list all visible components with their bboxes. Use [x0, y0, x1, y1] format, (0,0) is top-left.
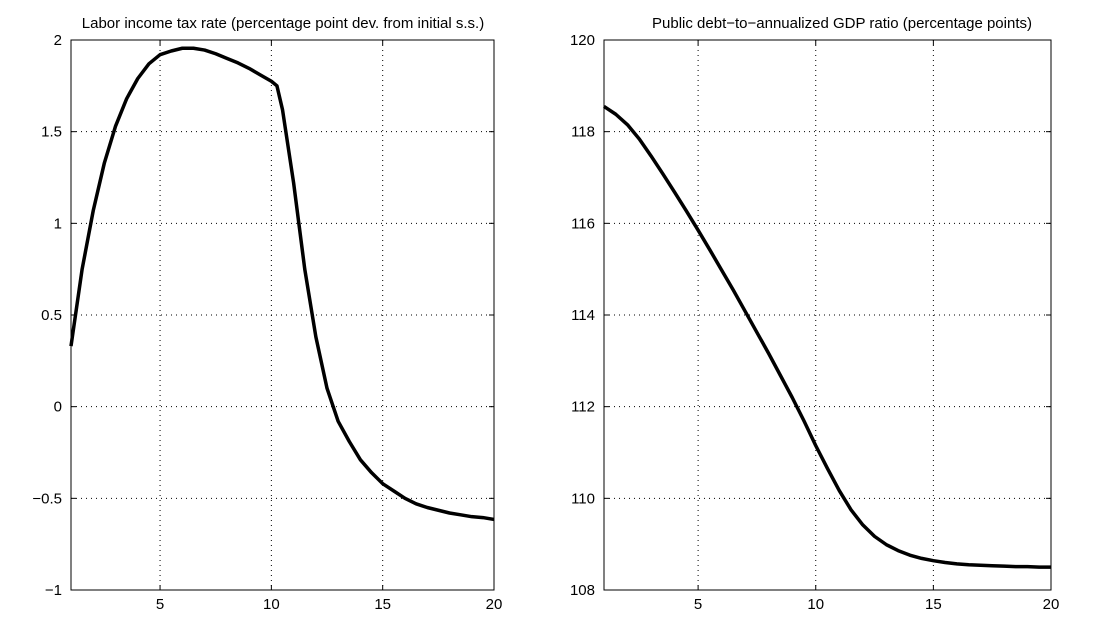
debt-ratio-x-tick-label: 10 [807, 596, 824, 613]
tax-rate-series [69, 46, 495, 522]
debt-ratio-x-tick-label: 15 [925, 596, 942, 613]
tax-rate-x-tick-label: 10 [263, 596, 280, 613]
tax-rate-y-tick-label: −0.5 [32, 490, 62, 507]
tax-rate-y-tick-label: 1 [54, 215, 62, 232]
tax-rate-y-tick-label: 2 [54, 32, 62, 49]
tax-rate-ticks: 5 10 15 20 −1 −0.5 0 0.5 1 1.5 2 [32, 32, 502, 613]
tax-rate-x-tick-label: 5 [156, 596, 164, 613]
tax-rate-y-tick-label: 0 [54, 399, 62, 416]
debt-ratio-series [603, 105, 1051, 569]
debt-ratio-y-tick-label: 114 [571, 307, 595, 324]
tax-rate-x-tick-label: 20 [486, 596, 503, 613]
debt-ratio-x-tick-label: 5 [694, 596, 702, 613]
tax-rate-x-tick-label: 15 [374, 596, 391, 613]
debt-ratio-series-line [603, 105, 1051, 569]
debt-ratio-ticks: 5 10 15 20 108 110 112 114 116 118 120 [570, 32, 1059, 613]
debt-ratio-x-tick-label: 20 [1043, 596, 1060, 613]
debt-ratio-panel: Public debt−to−annualized GDP ratio (per… [570, 15, 1059, 613]
debt-ratio-y-tick-label: 112 [571, 399, 595, 416]
debt-ratio-chart-title: Public debt−to−annualized GDP ratio (per… [652, 15, 1032, 32]
debt-ratio-grid [604, 40, 1051, 590]
tax-rate-y-tick-label: −1 [45, 582, 62, 599]
tax-rate-chart-title: Labor income tax rate (percentage point … [82, 15, 484, 32]
debt-ratio-y-tick-label: 108 [570, 582, 595, 599]
debt-ratio-y-tick-label: 116 [571, 215, 595, 232]
tax-rate-series-line [69, 46, 495, 522]
tax-rate-panel: Labor income tax rate (percentage point … [32, 15, 502, 613]
tax-rate-y-tick-label: 0.5 [41, 307, 62, 324]
debt-ratio-y-tick-label: 118 [571, 124, 595, 141]
tax-rate-y-tick-label: 1.5 [41, 124, 62, 141]
tax-rate-grid [71, 40, 494, 590]
debt-ratio-y-tick-label: 120 [570, 32, 595, 49]
debt-ratio-y-tick-label: 110 [571, 490, 595, 507]
